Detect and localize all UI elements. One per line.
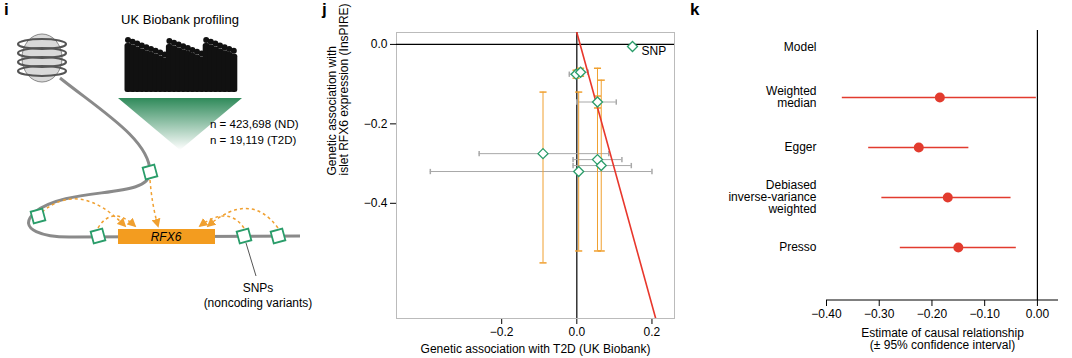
svg-text:−0.30: −0.30 [864, 307, 895, 321]
svg-text:−0.2: −0.2 [364, 117, 388, 131]
svg-text:−0.4: −0.4 [364, 196, 388, 210]
svg-text:Egger: Egger [784, 140, 816, 154]
svg-text:0.2: 0.2 [644, 325, 661, 339]
svg-text:0.00: 0.00 [1026, 307, 1050, 321]
svg-text:Estimate of causal relationshi: Estimate of causal relationship(± 95% co… [861, 326, 1024, 352]
svg-text:−0.40: −0.40 [811, 307, 842, 321]
svg-text:SNP: SNP [642, 44, 667, 58]
svg-text:Presso: Presso [779, 240, 817, 254]
svg-text:n = 19,119 (T2D): n = 19,119 (T2D) [210, 134, 297, 146]
svg-text:Genetic association withislet: Genetic association withislet RFX6 expre… [325, 3, 351, 175]
svg-text:SNPs: SNPs [243, 281, 274, 295]
svg-text:RFX6: RFX6 [151, 230, 182, 244]
svg-text:−0.20: −0.20 [917, 307, 948, 321]
svg-text:Genetic association with T2D (: Genetic association with T2D (UK Biobank… [421, 342, 651, 356]
svg-text:n = 423,698 (ND): n = 423,698 (ND) [210, 118, 299, 130]
svg-text:UK Biobank profiling: UK Biobank profiling [121, 12, 239, 27]
svg-text:Weightedmedian: Weightedmedian [766, 84, 816, 110]
svg-text:−0.2: −0.2 [490, 325, 514, 339]
svg-text:Model: Model [784, 40, 817, 54]
svg-text:0.0: 0.0 [371, 37, 388, 51]
svg-text:−0.10: −0.10 [969, 307, 1000, 321]
svg-text:Debiasedinverse-varianceweight: Debiasedinverse-varianceweighted [728, 178, 816, 216]
svg-text:0.0: 0.0 [568, 325, 585, 339]
svg-text:(noncoding variants): (noncoding variants) [204, 296, 313, 310]
